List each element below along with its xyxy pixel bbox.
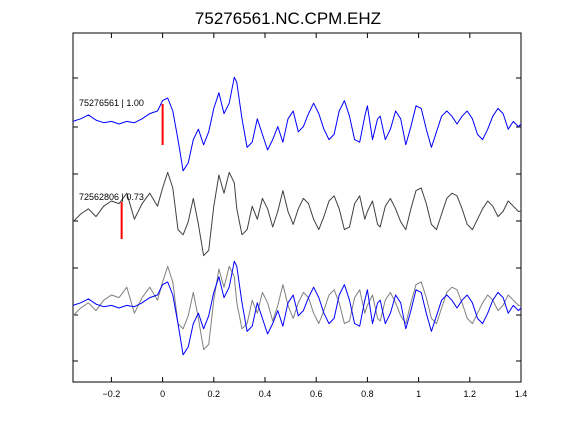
trace-row1-series1	[72, 171, 521, 257]
x-tick-label-2: 0.2	[208, 389, 221, 399]
trace-row0-series0	[72, 76, 522, 172]
traces	[72, 76, 522, 356]
x-tick-label-6: 1	[416, 389, 421, 399]
x-tick-label-8: 1.4	[515, 389, 528, 399]
trace-row2-series1	[72, 265, 521, 351]
x-tick-label-3: 0.4	[259, 389, 272, 399]
y-axis-ticks	[73, 77, 521, 362]
x-tick-label-7: 1.2	[464, 389, 477, 399]
x-tick-label-4: 0.6	[310, 389, 323, 399]
x-tick-label-5: 0.8	[361, 389, 374, 399]
x-tick-label-1: 0	[160, 389, 165, 399]
pick-markers	[120, 104, 164, 239]
trace-row2-series0	[72, 260, 522, 356]
x-axis: −0.2 0 0.2 0.4 0.6 0.8 1 1.2 1.4	[103, 33, 528, 399]
trace-label-1: 72562806 | 0.73	[79, 192, 144, 202]
trace-label-0: 75276561 | 1.00	[79, 98, 144, 108]
x-tick-label-0: −0.2	[103, 389, 121, 399]
plot-frame	[72, 32, 522, 383]
trace-labels: 75276561 | 1.00 72562806 | 0.73	[79, 98, 144, 202]
chart-title: 75276561.NC.CPM.EHZ	[195, 9, 381, 28]
